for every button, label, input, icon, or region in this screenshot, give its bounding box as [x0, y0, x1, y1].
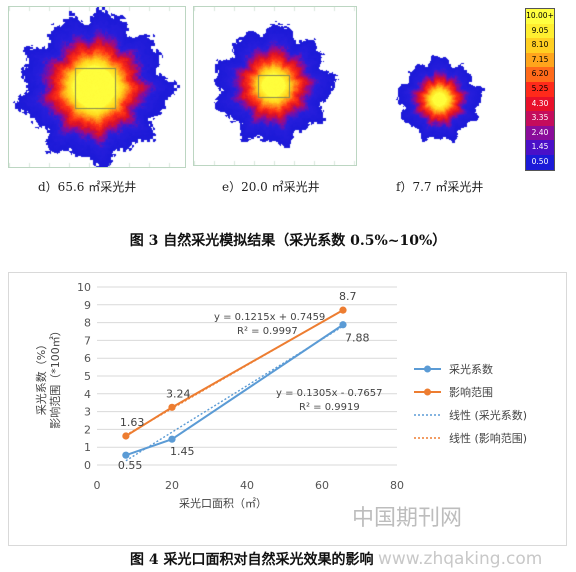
figure4-caption: 图 4 采光口面积对自然采光效果的影响 [130, 552, 374, 568]
data-label: 3.24 [166, 387, 191, 400]
panel-caption-d: d）65.6 ㎡采光井 [38, 180, 137, 194]
sim-panel-f [364, 6, 524, 166]
y-axis-ticks: 0 1 2 3 4 5 6 7 8 9 10 [77, 281, 91, 472]
trend-r2-influence: R² = 0.9997 [237, 326, 298, 337]
x-tick-label: 80 [390, 479, 404, 492]
y-tick-label: 10 [77, 281, 91, 294]
y-tick-label: 4 [84, 388, 91, 401]
x-tick-label: 60 [315, 479, 329, 492]
data-point [168, 403, 176, 411]
colorbar-cell: 0.50 [526, 154, 554, 170]
trendlines [125, 309, 344, 462]
y-tick-label: 3 [84, 406, 91, 419]
legend-label: 采光系数 [449, 362, 493, 376]
colorbar-cell: 10.00+ [526, 9, 554, 24]
data-point [168, 435, 176, 443]
legend-label: 线性 (影响范围) [449, 431, 527, 445]
y-tick-label: 5 [84, 370, 91, 383]
y-axis-label: 采光系数（%） 影响范围（*100㎡） [34, 325, 62, 429]
colorbar-cell: 9.05 [526, 23, 554, 39]
y-tick-label: 8 [84, 317, 91, 330]
heatmap-f [365, 7, 523, 165]
legend-marker [424, 388, 431, 396]
trend-r2-daylight: R² = 0.9919 [299, 402, 360, 413]
trend-eq-influence: y = 0.1215x + 0.7459 [214, 312, 325, 323]
legend-marker [424, 365, 431, 373]
colorbar-cell: 6.20 [526, 67, 554, 82]
colorbar-cell: 4.30 [526, 96, 554, 112]
colorbar-legend: 10.00+ 9.05 8.10 7.15 6.20 5.25 4.30 3.35 2.40 1.… [525, 8, 555, 171]
trend-eq-daylight: y = 0.1305x - 0.7657 [276, 388, 383, 399]
data-label: 1.45 [170, 445, 195, 458]
heatmap-e [194, 7, 356, 165]
legend-label: 线性 (采光系数) [449, 408, 527, 422]
legend-label: 影响范围 [449, 385, 493, 399]
sim-panel-d [8, 6, 186, 168]
x-axis-ticks: 0 20 40 60 80 [94, 479, 405, 492]
figure3-caption: 图 3 自然采光模拟结果（采光系数 0.5%~10%） [129, 233, 447, 249]
x-tick-label: 40 [240, 479, 254, 492]
chart-frame: 0 1 2 3 4 5 6 7 8 9 10 0 20 40 60 80 0.55 1.45 7.88 1.63 3… [8, 272, 567, 546]
data-point [339, 321, 347, 329]
colorbar-cell: 8.10 [526, 38, 554, 53]
panel-caption-f: f）7.7 ㎡采光井 [396, 180, 484, 194]
data-point [122, 451, 130, 459]
data-label: 1.63 [120, 416, 145, 429]
data-label: 0.55 [118, 459, 143, 472]
colorbar-cell: 5.25 [526, 81, 554, 97]
y-axis-label-line: 影响范围（*100㎡） [48, 325, 62, 429]
y-tick-label: 7 [84, 334, 91, 347]
data-point [122, 432, 130, 440]
x-tick-label: 0 [94, 479, 101, 492]
data-labels: 0.55 1.45 7.88 1.63 3.24 8.7 [118, 290, 370, 472]
data-label: 7.88 [345, 332, 370, 345]
watermark-url: www.zhqaking.com [378, 549, 543, 569]
watermark-chinese: 中国期刊网 [352, 506, 463, 531]
sim-panel-e [193, 6, 357, 166]
x-tick-label: 20 [165, 479, 179, 492]
y-tick-label: 6 [84, 352, 91, 365]
colorbar-cell: 1.45 [526, 140, 554, 155]
data-series [122, 306, 347, 459]
y-tick-label: 1 [84, 441, 91, 454]
data-point [339, 306, 347, 314]
colorbar-cell: 3.35 [526, 111, 554, 126]
y-axis-label-line: 采光系数（%） [34, 339, 48, 415]
x-axis-label: 采光口面积（㎡） [179, 496, 267, 510]
y-tick-label: 0 [84, 459, 91, 472]
y-tick-label: 9 [84, 299, 91, 312]
line-chart: 0 1 2 3 4 5 6 7 8 9 10 0 20 40 60 80 0.55 1.45 7.88 1.63 3… [34, 281, 527, 510]
heatmap-d [9, 7, 185, 167]
panel-caption-e: e）20.0 ㎡采光井 [222, 180, 320, 194]
colorbar-cell: 2.40 [526, 125, 554, 141]
colorbar-cell: 7.15 [526, 52, 554, 68]
data-label: 8.7 [339, 290, 357, 303]
y-tick-label: 2 [84, 423, 91, 436]
